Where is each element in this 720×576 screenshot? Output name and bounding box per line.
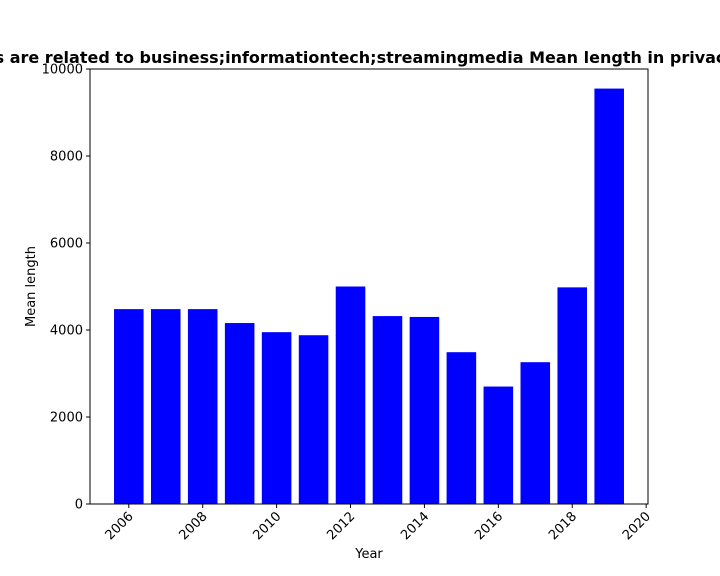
bars-group — [114, 88, 624, 504]
y-tick-label: 0 — [75, 498, 83, 513]
x-tick-label: 2020 — [620, 509, 654, 543]
bar-2018 — [557, 287, 588, 504]
x-axis: 2006 2008 2010 2012 2014 2016 2018 2020 — [103, 504, 654, 543]
bar-2009 — [224, 323, 255, 504]
y-tick-label: 6000 — [50, 237, 83, 252]
x-tick-label: 2014 — [398, 509, 432, 543]
x-tick-label: 2006 — [103, 509, 137, 543]
y-tick-label: 4000 — [50, 324, 83, 339]
bar-2017 — [520, 362, 551, 504]
x-tick-label: 2010 — [250, 509, 284, 543]
bar-2011 — [298, 335, 329, 504]
x-axis-label: Year — [354, 547, 383, 562]
x-tick-label: 2012 — [324, 509, 358, 543]
bar-2015 — [446, 352, 477, 504]
x-tick-label: 2018 — [546, 509, 580, 543]
y-tick-label: 2000 — [50, 411, 83, 426]
y-tick-label: 10000 — [42, 63, 83, 78]
bar-2007 — [150, 309, 181, 504]
bar-2019 — [594, 88, 624, 504]
chart-title: s are related to business;informationtec… — [0, 48, 720, 67]
bar-2013 — [372, 316, 403, 504]
plot-frame — [89, 68, 649, 505]
y-axis: 0 2000 4000 6000 8000 10000 — [42, 63, 90, 513]
bar-2016 — [483, 386, 514, 504]
y-axis-label: Mean length — [24, 246, 39, 327]
y-tick-label: 8000 — [50, 150, 83, 165]
bar-2010 — [261, 332, 292, 504]
x-tick-label: 2008 — [177, 509, 211, 543]
bar-2012 — [335, 286, 366, 504]
bar-2006 — [114, 309, 144, 504]
x-tick-label: 2016 — [472, 509, 506, 543]
bar-2014 — [409, 316, 440, 504]
bar-2008 — [187, 309, 218, 504]
